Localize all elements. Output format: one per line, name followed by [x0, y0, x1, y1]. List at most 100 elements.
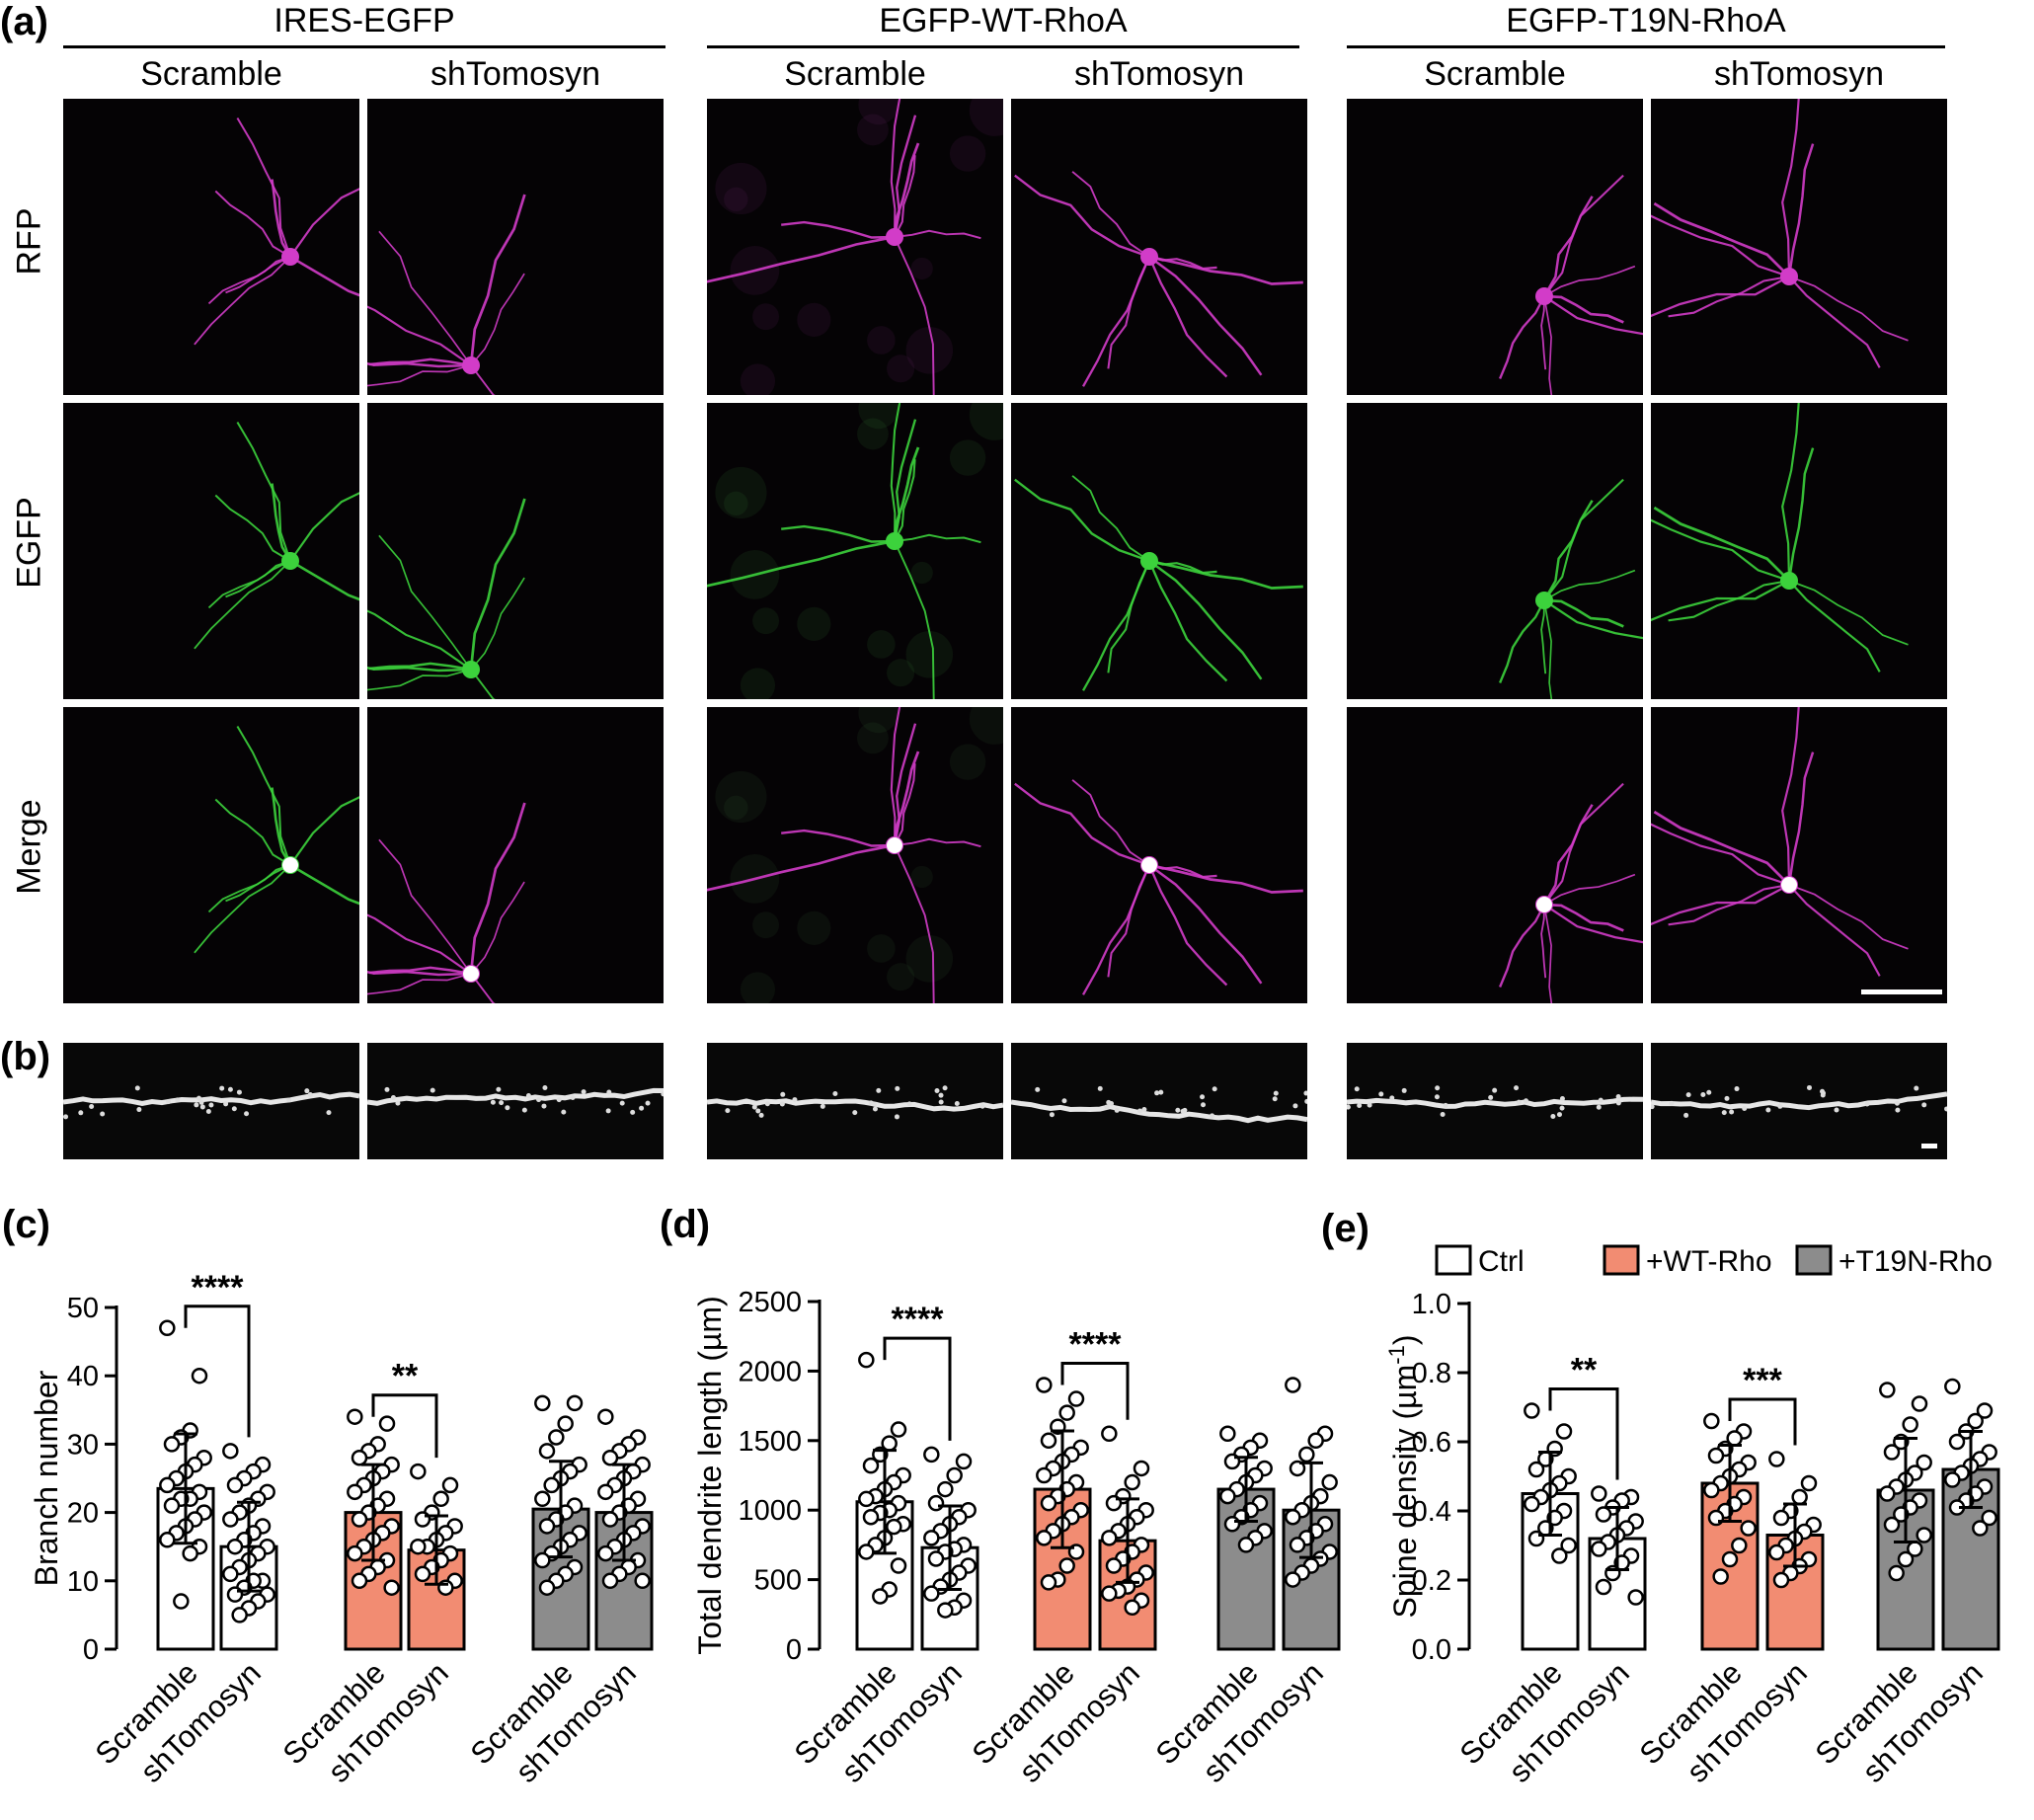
data-point [534, 1490, 551, 1508]
data-point [1591, 1541, 1607, 1557]
data-point [1289, 1460, 1306, 1477]
data-point [378, 1415, 396, 1432]
dendrite-image [1347, 1043, 1643, 1159]
data-point [1040, 1574, 1057, 1591]
data-point [1058, 1557, 1075, 1574]
data-point [1591, 1485, 1607, 1502]
y-tick-label: 2500 [738, 1287, 802, 1318]
y-tick-label: 50 [67, 1293, 99, 1324]
group-title-ires-egfp: IRES-EGFP [274, 2, 455, 40]
y-tick-label: 2000 [738, 1356, 802, 1387]
y-axis-label-sup: -1 [1384, 1345, 1409, 1365]
data-point [1223, 1516, 1241, 1533]
data-point [1879, 1382, 1896, 1398]
data-point [1731, 1537, 1748, 1554]
data-point [534, 1394, 551, 1412]
data-point [1285, 1377, 1301, 1393]
data-point [597, 1544, 614, 1562]
row-label-rfp: RFP [10, 207, 48, 276]
data-point [1595, 1506, 1612, 1523]
col-label-shtomosyn: shTomosyn [1074, 55, 1244, 93]
data-point [923, 1585, 940, 1602]
data-point [886, 1518, 902, 1536]
y-tick-label: 0.2 [1412, 1565, 1451, 1597]
data-point [182, 1544, 198, 1562]
y-tick-label: 20 [67, 1498, 99, 1530]
data-point [927, 1494, 945, 1512]
data-point [1911, 1395, 1928, 1412]
data-point [159, 1319, 176, 1337]
data-point [1627, 1589, 1644, 1606]
data-point [1040, 1494, 1057, 1512]
legend-swatch [1435, 1244, 1472, 1276]
data-point [1289, 1537, 1306, 1553]
data-point [191, 1367, 208, 1385]
panel-letter-a: (a) [0, 0, 48, 43]
data-point [862, 1457, 880, 1474]
data-point [1036, 1377, 1053, 1393]
data-point [1555, 1423, 1573, 1440]
data-point [858, 1351, 875, 1369]
data-point [1321, 1473, 1338, 1491]
data-point [351, 1511, 368, 1528]
data-point [222, 1443, 239, 1460]
y-axis-label: Spine density (µm-1) [1384, 1335, 1423, 1619]
data-point [890, 1557, 907, 1574]
data-point [1040, 1432, 1057, 1450]
micrograph-image [367, 99, 664, 395]
data-point [1916, 1527, 1932, 1543]
data-point [1976, 1402, 1994, 1419]
micrograph-image [1347, 99, 1643, 395]
legend: Ctrl +WT-Rho +T19N-Rho [1435, 1244, 1993, 1278]
significance-bracket [1548, 1387, 1619, 1480]
data-point [1768, 1543, 1785, 1561]
row-label-merge: Merge [10, 799, 48, 895]
group-underline [63, 45, 665, 48]
data-point [1888, 1564, 1905, 1582]
data-point [1772, 1509, 1790, 1527]
micrograph-image [1651, 403, 1947, 699]
panel-letter-e: (e) [1321, 1207, 1369, 1250]
micrograph-image [63, 99, 359, 395]
data-point [414, 1565, 431, 1583]
data-point [1551, 1547, 1568, 1564]
y-tick-label: 1500 [738, 1426, 802, 1458]
data-point [410, 1463, 427, 1480]
data-point [601, 1449, 619, 1466]
y-tick-label: 0.8 [1412, 1358, 1451, 1389]
data-point [1944, 1378, 1961, 1395]
data-point [383, 1579, 400, 1596]
data-point [597, 1483, 614, 1501]
data-point [226, 1538, 244, 1555]
data-point [159, 1476, 176, 1494]
data-point [1721, 1550, 1739, 1568]
micrograph-image [63, 403, 359, 699]
micrograph-image [1011, 707, 1307, 1003]
dendrite-image [1011, 1043, 1307, 1159]
data-point [1703, 1481, 1720, 1499]
data-point [163, 1497, 181, 1514]
data-point [222, 1565, 239, 1583]
legend-swatch [1795, 1244, 1833, 1276]
y-tick-label: 0.6 [1412, 1427, 1451, 1459]
y-axis-label-end: ) [1387, 1335, 1423, 1346]
data-point [937, 1602, 954, 1619]
data-point [1285, 1508, 1301, 1526]
y-tick-label: 0 [786, 1634, 802, 1666]
data-point [927, 1550, 945, 1567]
data-point [432, 1490, 449, 1508]
data-point [159, 1532, 176, 1548]
col-label-scramble: Scramble [784, 55, 926, 93]
group-underline [1347, 45, 1945, 48]
significance-bracket [1728, 1397, 1797, 1446]
data-point [890, 1421, 907, 1438]
data-point [1527, 1461, 1545, 1478]
col-label-shtomosyn: shTomosyn [430, 55, 600, 93]
data-point [1307, 1432, 1324, 1450]
data-point [441, 1476, 459, 1494]
dendrite-image [63, 1043, 359, 1159]
data-point [231, 1607, 248, 1623]
micrograph-image [1011, 99, 1307, 395]
micrograph-image [1651, 707, 1947, 1003]
